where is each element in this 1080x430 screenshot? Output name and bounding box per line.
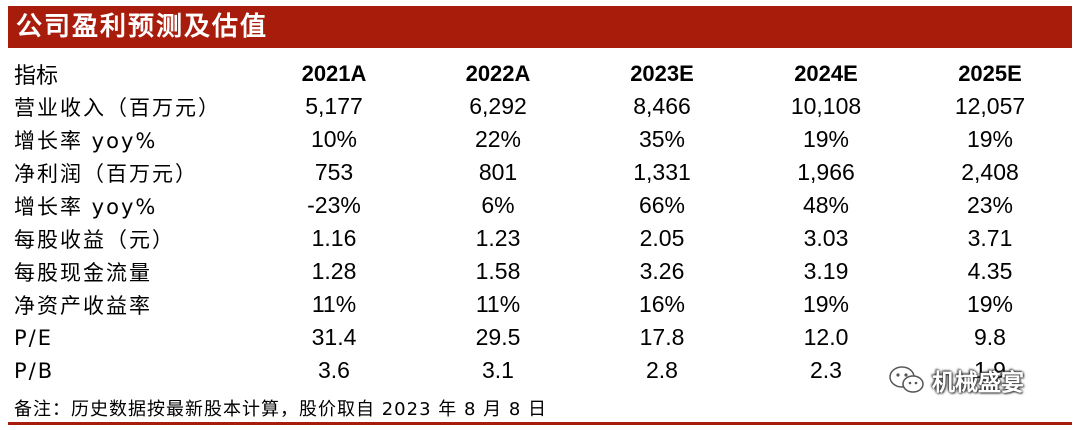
table-cell: 2,408	[961, 159, 1019, 185]
table-row: 营业收入（百万元） 5,177 6,292 8,466 10,108 12,057	[8, 90, 1072, 123]
row-label: 营业收入（百万元）	[14, 95, 221, 120]
table-cell: 31.4	[311, 324, 357, 350]
table-cell: 5,177	[305, 93, 363, 119]
table-cell: 3.71	[967, 225, 1013, 251]
table-cell: 1.23	[475, 225, 521, 251]
row-label: 净资产收益率	[14, 293, 152, 318]
table-cell: 12.0	[803, 324, 849, 350]
column-header: 2022A	[465, 60, 531, 86]
table-cell: 8,466	[633, 93, 691, 119]
table-cell: 16%	[638, 291, 686, 317]
column-header: 2025E	[958, 60, 1022, 86]
table-cell: 19%	[802, 126, 850, 152]
table-cell: 3.1	[482, 357, 514, 383]
bottom-rule	[8, 422, 1072, 425]
table-cell: 801	[478, 159, 518, 185]
wechat-icon	[889, 366, 924, 393]
row-label: P/B	[14, 358, 55, 383]
table-cell: 2.05	[639, 225, 685, 251]
table-cell: 3.26	[639, 258, 685, 284]
row-label: 每股收益（元）	[14, 227, 175, 252]
column-header: 2024E	[794, 60, 858, 86]
table-row: 每股收益（元） 1.16 1.23 2.05 3.03 3.71	[8, 222, 1072, 255]
table-header-row: 指标 2021A 2022A 2023E 2024E 2025E	[8, 57, 1072, 90]
table-cell: 1.9	[974, 357, 1006, 383]
footnote: 备注：历史数据按最新股本计算，股价取自 2023 年 8 月 8 日	[14, 399, 548, 420]
table-cell: 9.8	[974, 324, 1006, 350]
table-cell: 19%	[966, 291, 1014, 317]
table-cell: 19%	[966, 126, 1014, 152]
table-row: 净利润（百万元） 753 801 1,331 1,966 2,408	[8, 156, 1072, 189]
table-cell: 10%	[310, 126, 358, 152]
table-cell: 1.16	[311, 225, 357, 251]
table-cell: 11%	[311, 291, 357, 317]
watermark: 机械盛宴	[888, 360, 1024, 400]
table-cell: 29.5	[475, 324, 521, 350]
table-cell: 6,292	[469, 93, 527, 119]
row-label: 每股现金流量	[14, 260, 152, 285]
table-title: 公司盈利预测及估值	[8, 6, 1072, 48]
table-cell: 1.28	[311, 258, 357, 284]
table-cell: 1.58	[475, 258, 521, 284]
forecast-table: 指标 2021A 2022A 2023E 2024E 2025E 营业收入（百万…	[8, 57, 1072, 387]
table-cell: 17.8	[639, 324, 685, 350]
table-cell: 35%	[638, 126, 686, 152]
table-row: P/E 31.4 29.5 17.8 12.0 9.8	[8, 321, 1072, 354]
row-label: P/E	[14, 325, 54, 350]
table-cell: 2.3	[810, 357, 842, 383]
table-cell: 1,966	[797, 159, 855, 185]
column-header: 指标	[14, 63, 59, 89]
table-cell: 19%	[802, 291, 850, 317]
table-cell: 3.19	[803, 258, 849, 284]
table-cell: 11%	[475, 291, 521, 317]
table-row: 每股现金流量 1.28 1.58 3.26 3.19 4.35	[8, 255, 1072, 288]
table-row: 增长率 yoy% 10% 22% 35% 19% 19%	[8, 123, 1072, 156]
table-cell: 6%	[481, 192, 515, 218]
table-row: 增长率 yoy% -23% 6% 66% 48% 23%	[8, 189, 1072, 222]
table-cell: 23%	[966, 192, 1014, 218]
table-cell: 10,108	[790, 93, 862, 119]
table-cell: 4.35	[967, 258, 1013, 284]
row-label: 增长率 yoy%	[14, 194, 158, 219]
column-header: 2021A	[301, 60, 367, 86]
table-cell: 48%	[802, 192, 850, 218]
table-cell: 66%	[638, 192, 686, 218]
table-cell: 1,331	[633, 159, 691, 185]
table-cell: 12,057	[954, 93, 1026, 119]
table-row: 净资产收益率 11% 11% 16% 19% 19%	[8, 288, 1072, 321]
watermark-text: 机械盛宴	[932, 370, 1024, 396]
table-cell: 22%	[474, 126, 522, 152]
table-cell: 2.8	[646, 357, 678, 383]
table-cell: 3.6	[318, 357, 350, 383]
table-cell: 753	[314, 159, 354, 185]
column-header: 2023E	[630, 60, 694, 86]
table-cell: 3.03	[803, 225, 849, 251]
table-cell: -23%	[307, 192, 361, 218]
table-row: P/B 3.6 3.1 2.8 2.3 1.9	[8, 354, 1072, 387]
row-label: 净利润（百万元）	[14, 161, 198, 186]
row-label: 增长率 yoy%	[14, 128, 158, 153]
